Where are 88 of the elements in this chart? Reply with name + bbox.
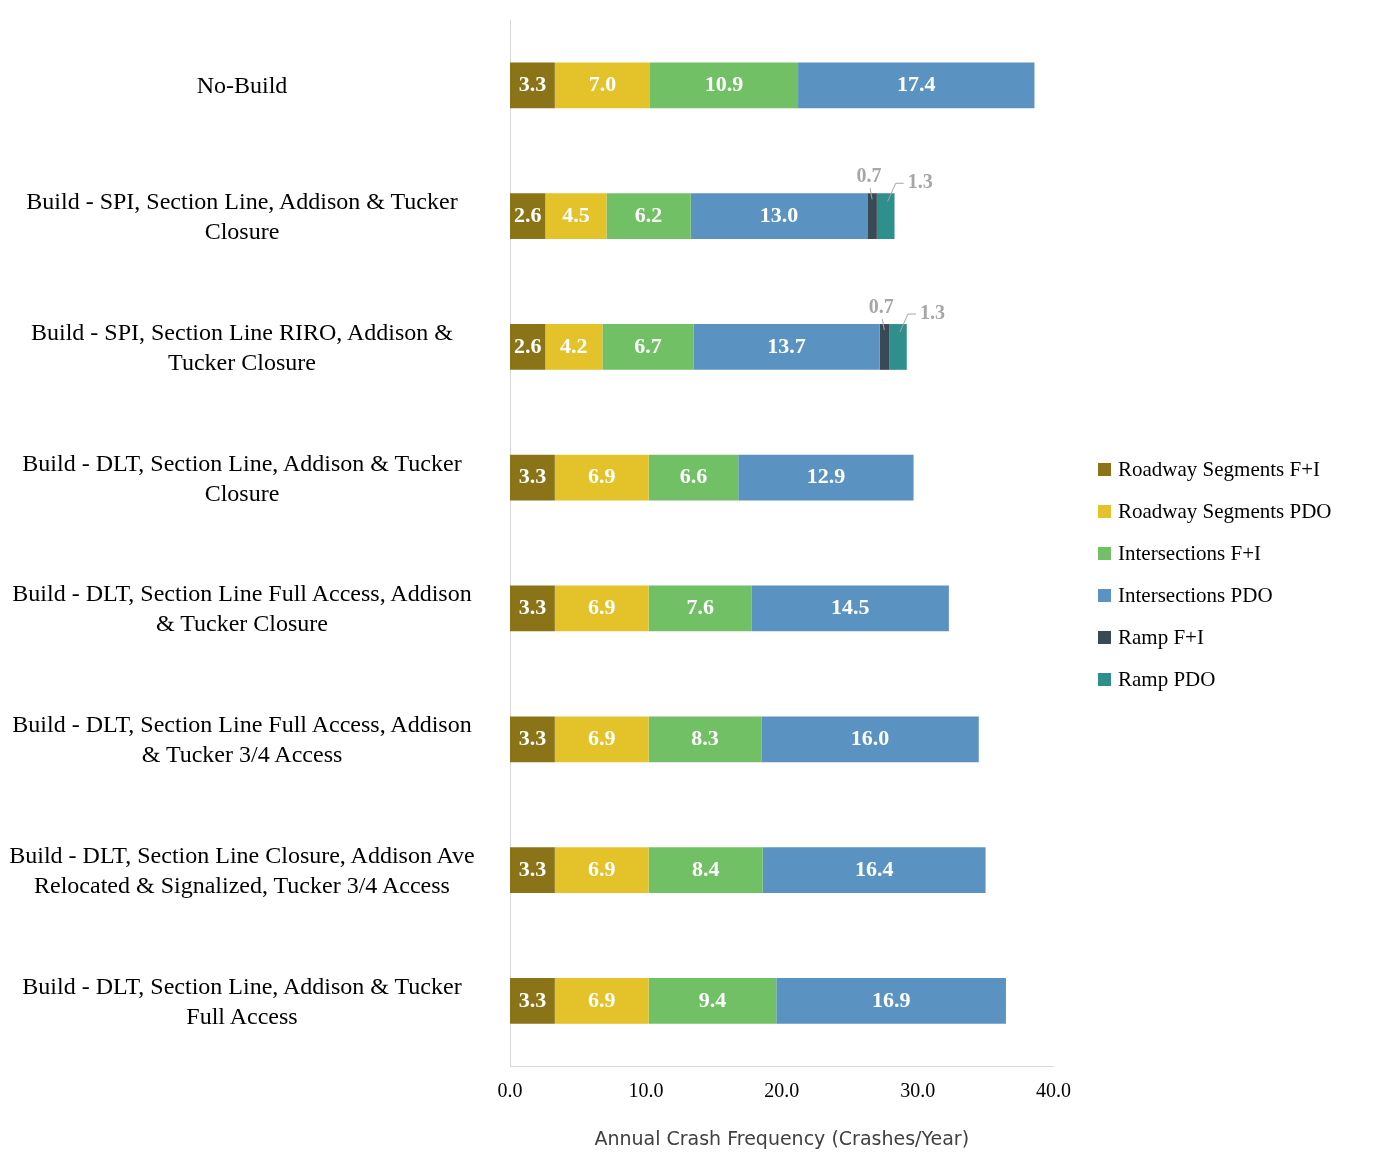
- legend-label: Ramp PDO: [1118, 666, 1216, 692]
- data-label: 3.3: [518, 724, 547, 750]
- bar: [876, 193, 895, 240]
- bar: [762, 847, 986, 893]
- x-tick-label: 0.0: [497, 1079, 523, 1102]
- x-tick-label: 20.0: [764, 1079, 800, 1102]
- legend-label: Roadway Segments PDO: [1118, 498, 1332, 524]
- data-label: 2.6: [513, 332, 542, 358]
- x-tick-label: 40.0: [1036, 1079, 1071, 1102]
- data-label: 0.7: [856, 164, 882, 187]
- bar: [648, 716, 762, 763]
- data-label: 3.3: [518, 463, 547, 489]
- legend-label: Roadway Segments F+I: [1118, 456, 1320, 482]
- y-tick-label: Build - SPI, Section Line, Addison & Tucker Closure: [25, 187, 459, 247]
- bar: [648, 454, 739, 501]
- bar: [510, 847, 555, 893]
- bar: [554, 62, 650, 109]
- bar: [798, 62, 1035, 109]
- data-label: 1.3: [919, 301, 945, 324]
- legend-label: Intersections F+I: [1118, 540, 1262, 566]
- data-label: 1.3: [907, 170, 933, 193]
- bar: [649, 62, 799, 109]
- x-tick-label: 30.0: [900, 1079, 936, 1102]
- data-label: 6.9: [587, 724, 616, 750]
- y-tick-label: Build - SPI, Section Line RIRO, Addison & Tucker Closure: [30, 317, 454, 377]
- legend-label: Ramp F+I: [1118, 624, 1204, 650]
- data-label: 7.0: [588, 71, 617, 97]
- bar: [606, 193, 691, 240]
- bar: [761, 716, 979, 763]
- bar: [693, 324, 880, 370]
- data-label: 3.3: [518, 986, 547, 1012]
- data-label: 3.3: [518, 71, 547, 97]
- bar: [602, 324, 694, 370]
- y-tick-label: Build - DLT, Section Line Full Access, Addison & Tucker 3/4 Access: [11, 710, 473, 770]
- legend-label: Intersections PDO: [1118, 582, 1273, 608]
- data-label: 3.3: [518, 855, 547, 881]
- y-tick-label: Build - DLT, Section Line Closure, Addison Ave Relocated & Signalized, Tucker 3/4 Access: [8, 841, 476, 901]
- bar: [648, 847, 763, 893]
- data-label: 0.7: [868, 295, 894, 318]
- data-label: 3.3: [518, 594, 547, 620]
- bar: [738, 454, 914, 501]
- y-tick-label: Build - DLT, Section Line Full Access, Addison & Tucker Closure: [11, 579, 473, 639]
- data-label: 6.7: [634, 332, 662, 358]
- data-label: 6.9: [587, 463, 616, 489]
- y-tick-label: Build - DLT, Section Line, Addison & Tucker Closure: [21, 448, 463, 508]
- data-label: 16.4: [854, 855, 894, 881]
- data-label: 4.5: [562, 201, 590, 227]
- data-label: 8.4: [691, 855, 720, 881]
- bar: [554, 585, 649, 632]
- data-label: 9.4: [698, 986, 727, 1012]
- data-label: 8.3: [691, 724, 719, 750]
- data-label: 13.7: [767, 332, 806, 358]
- bar: [776, 977, 1006, 1024]
- data-label: 6.6: [679, 463, 708, 489]
- data-label: 6.2: [634, 201, 663, 227]
- bar: [545, 324, 603, 370]
- data-label: 6.9: [587, 986, 616, 1012]
- data-label: 4.2: [560, 332, 588, 358]
- bar: [690, 193, 868, 240]
- data-label: 17.4: [897, 71, 936, 97]
- data-label: 2.6: [513, 201, 542, 227]
- data-label: 13.0: [759, 201, 799, 227]
- y-tick-label: No-Build: [195, 71, 289, 101]
- x-axis-title: Annual Crash Frequency (Crashes/Year): [594, 1126, 970, 1149]
- data-label: 14.5: [831, 594, 870, 620]
- y-tick-label: Build - DLT, Section Line, Addison & Tucker Full Access: [21, 971, 463, 1031]
- data-label: 16.0: [850, 724, 890, 750]
- bar: [510, 454, 555, 501]
- data-label: 6.9: [587, 855, 616, 881]
- bar: [554, 977, 649, 1024]
- bar: [554, 716, 649, 763]
- bar: [648, 585, 752, 632]
- bar: [554, 847, 649, 893]
- bar: [879, 324, 890, 370]
- data-label: 10.9: [704, 71, 744, 97]
- bar: [889, 324, 907, 370]
- data-label: 12.9: [806, 463, 846, 489]
- bar: [510, 716, 555, 763]
- bar: [554, 454, 649, 501]
- data-label: 16.9: [871, 986, 911, 1012]
- bar: [751, 585, 949, 632]
- data-label: 7.6: [686, 594, 714, 620]
- x-tick-label: 10.0: [628, 1079, 664, 1102]
- bar: [867, 193, 877, 240]
- data-label: 6.9: [587, 594, 616, 620]
- bar: [648, 977, 777, 1024]
- bar: [510, 977, 555, 1024]
- bar: [545, 193, 607, 240]
